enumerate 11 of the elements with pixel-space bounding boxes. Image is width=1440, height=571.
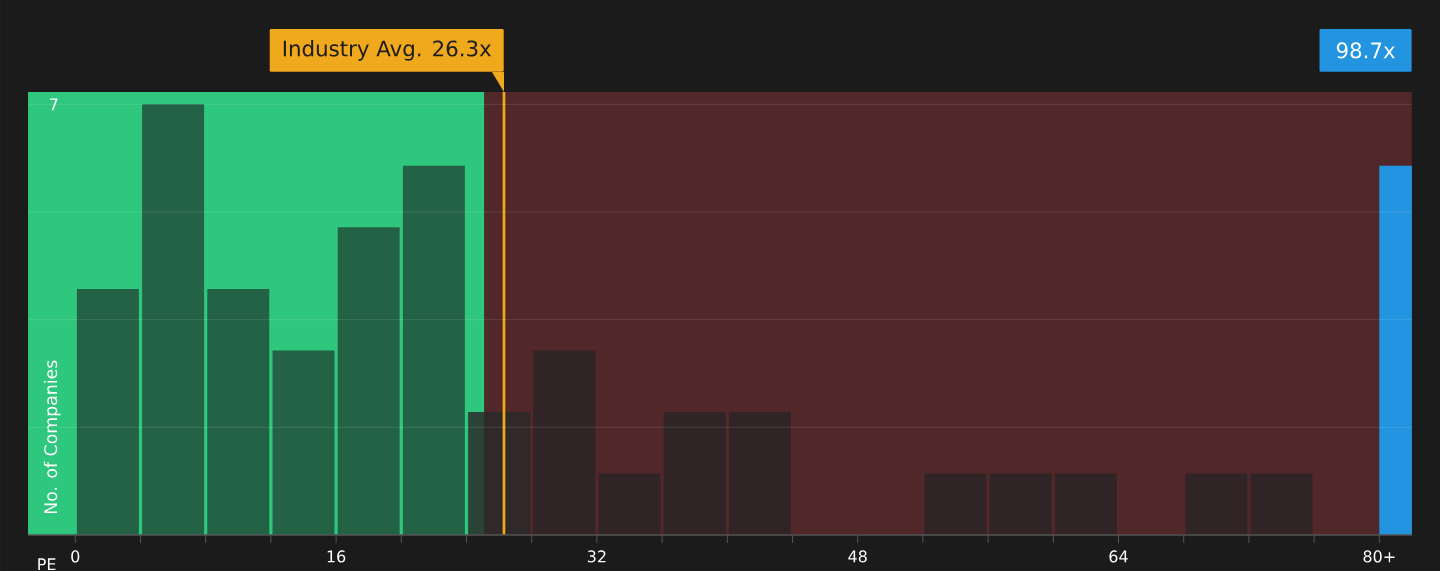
y-axis-title: No. of Companies xyxy=(43,360,61,514)
x-tick-label: 16 xyxy=(327,550,346,563)
ref-line-label: Industry Avg. 26.3x xyxy=(283,40,492,61)
x-tick-label: 80+ xyxy=(1363,550,1395,563)
x-tick-label: 48 xyxy=(848,550,867,563)
x-tick-label: 32 xyxy=(587,550,606,563)
text: 98.7x xyxy=(1336,42,1395,59)
y-tick-label: 7 xyxy=(50,98,58,111)
x-tick-label: 64 xyxy=(1109,550,1128,563)
x-tick-label: 0 xyxy=(71,550,80,563)
x-axis-title: PE xyxy=(38,558,56,571)
